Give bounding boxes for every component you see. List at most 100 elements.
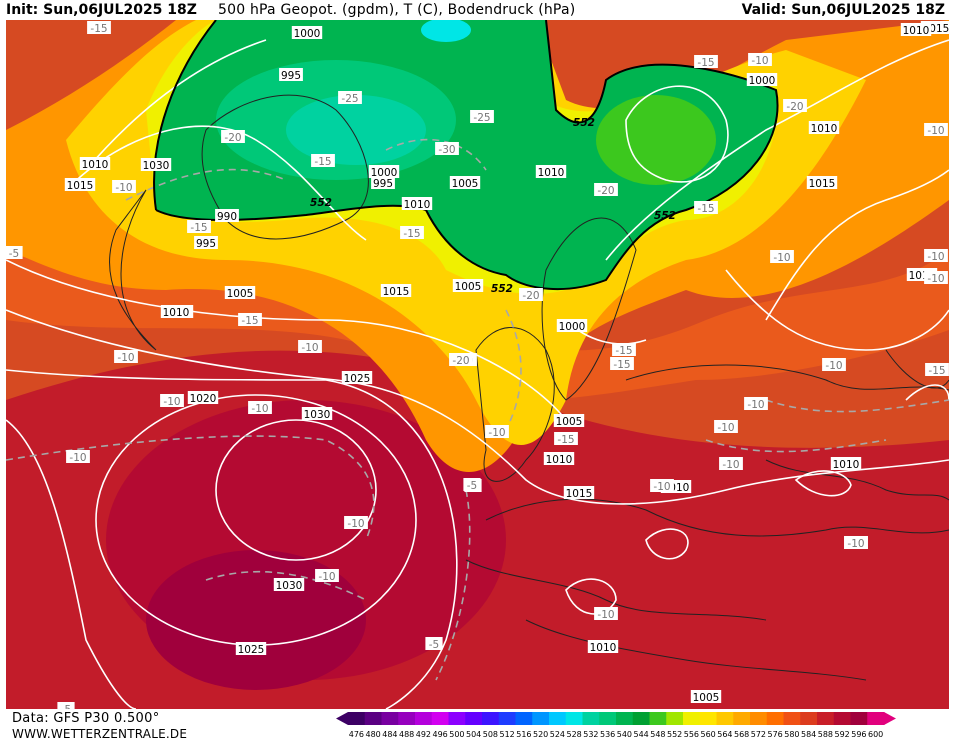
- legend-swatch: [616, 712, 634, 725]
- legend-tick-label: 488: [399, 730, 414, 739]
- isobar-label: 1015: [380, 284, 412, 298]
- isotherm-label: -10: [822, 358, 846, 372]
- isotherm-label: -10: [344, 516, 368, 530]
- svg-text:1000: 1000: [294, 28, 321, 40]
- isobar-label: 1005: [224, 286, 256, 300]
- isotherm-label: -15: [694, 55, 718, 69]
- isotherm-label: -15: [400, 226, 424, 240]
- legend-swatch: [783, 712, 801, 725]
- isotherm-label: -15: [311, 154, 335, 168]
- svg-text:-10: -10: [115, 182, 132, 194]
- legend-swatch: [398, 712, 416, 725]
- isotherm-label: -10: [298, 340, 322, 354]
- legend-tick-label: 592: [834, 730, 849, 739]
- svg-text:-20: -20: [522, 290, 539, 302]
- svg-text:-20: -20: [597, 185, 614, 197]
- legend-tick-label: 524: [550, 730, 565, 739]
- isotherm-label: -15: [554, 432, 578, 446]
- svg-text:1020: 1020: [190, 393, 217, 405]
- svg-text:552: 552: [573, 117, 595, 129]
- isotherm-label: -20: [783, 99, 807, 113]
- map-header: Init: Sun,06JUL2025 18Z 500 hPa Geopot. …: [0, 0, 959, 20]
- svg-text:995: 995: [196, 238, 216, 250]
- svg-text:-15: -15: [403, 228, 420, 240]
- legend-tick-label: 496: [432, 730, 447, 739]
- legend-tick-label: 504: [466, 730, 481, 739]
- isobar-label: 1010: [587, 640, 619, 654]
- legend-tick-label: 476: [349, 730, 364, 739]
- isotherm-label: -5: [425, 637, 443, 651]
- legend-swatch: [532, 712, 550, 725]
- legend-tick-label: 552: [667, 730, 682, 739]
- legend-tick-label: 572: [751, 730, 766, 739]
- legend-tick-label: 528: [566, 730, 581, 739]
- isotherm-label: -30: [435, 142, 459, 156]
- isobar-label: 1010: [900, 23, 932, 37]
- valid-time: Valid: Sun,06JUL2025 18Z: [741, 2, 945, 18]
- legend-swatch: [699, 712, 717, 725]
- svg-text:-10: -10: [597, 609, 614, 621]
- isobar-label: 1010: [543, 452, 575, 466]
- legend-swatch: [431, 712, 449, 725]
- legend-tick-label: 584: [801, 730, 816, 739]
- isotherm-label: -10: [315, 569, 339, 583]
- svg-text:1005: 1005: [455, 281, 482, 293]
- isotherm-label: -20: [221, 130, 245, 144]
- svg-text:1005: 1005: [452, 178, 479, 190]
- legend-swatch: [448, 712, 466, 725]
- legend-tick-label: 508: [483, 730, 498, 739]
- svg-text:-10: -10: [117, 352, 134, 364]
- legend-tick-label: 556: [684, 730, 699, 739]
- svg-text:1015: 1015: [67, 180, 94, 192]
- legend-swatch: [565, 712, 583, 725]
- isobar-label: 1025: [235, 642, 267, 656]
- legend-swatch: [582, 712, 600, 725]
- legend-tick-label: 520: [533, 730, 548, 739]
- isotherm-label: -10: [650, 479, 674, 493]
- isotherm-label: -20: [594, 183, 618, 197]
- svg-text:1000: 1000: [559, 321, 586, 333]
- legend-swatch: [716, 712, 734, 725]
- svg-text:1030: 1030: [143, 160, 170, 172]
- svg-text:995: 995: [281, 70, 301, 82]
- legend-tick-label: 576: [767, 730, 782, 739]
- svg-text:-20: -20: [452, 355, 469, 367]
- legend-swatch: [733, 712, 751, 725]
- svg-text:-10: -10: [301, 342, 318, 354]
- svg-text:552: 552: [491, 283, 513, 295]
- svg-text:-25: -25: [473, 112, 490, 124]
- isotherm-label: -5: [463, 478, 481, 492]
- isotherm-label: -10: [844, 536, 868, 550]
- geopotential-label: 552: [654, 210, 676, 222]
- isobar-label: 1015: [563, 486, 595, 500]
- svg-text:552: 552: [654, 210, 676, 222]
- isotherms: [6, 138, 949, 681]
- legend-tick-label: 516: [516, 730, 531, 739]
- isotherm-label: -25: [338, 91, 362, 105]
- legend-swatch: [364, 712, 382, 725]
- legend-tick-label: 564: [717, 730, 732, 739]
- coastlines: [109, 94, 949, 681]
- legend-swatch: [800, 712, 818, 725]
- data-source: Data: GFS P30 0.500°: [12, 711, 160, 726]
- map-title: 500 hPa Geopot. (gpdm), T (C), Bodendruc…: [218, 2, 576, 18]
- isotherm-label: -10: [924, 123, 948, 137]
- legend-tick-label: 480: [365, 730, 380, 739]
- legend-swatch: [666, 712, 684, 725]
- legend-swatch: [549, 712, 567, 725]
- weather-map[interactable]: 1000 995 995 1000 990 995 1005 1010 1010 1005 1010…: [6, 20, 949, 709]
- svg-text:-10: -10: [825, 360, 842, 372]
- svg-text:552: 552: [310, 197, 332, 209]
- isobar-label: 1005: [452, 279, 484, 293]
- isotherm-label: -10: [714, 420, 738, 434]
- legend-swatch: [632, 712, 650, 725]
- legend-tick-label: 492: [416, 730, 431, 739]
- isobar-label: 1010: [830, 457, 862, 471]
- svg-text:-15: -15: [697, 57, 714, 69]
- isotherm-label: -20: [519, 288, 543, 302]
- legend-swatch: [498, 712, 516, 725]
- isobars: [6, 39, 949, 709]
- svg-text:1010: 1010: [163, 307, 190, 319]
- svg-text:1000: 1000: [749, 75, 776, 87]
- svg-text:1010: 1010: [590, 642, 617, 654]
